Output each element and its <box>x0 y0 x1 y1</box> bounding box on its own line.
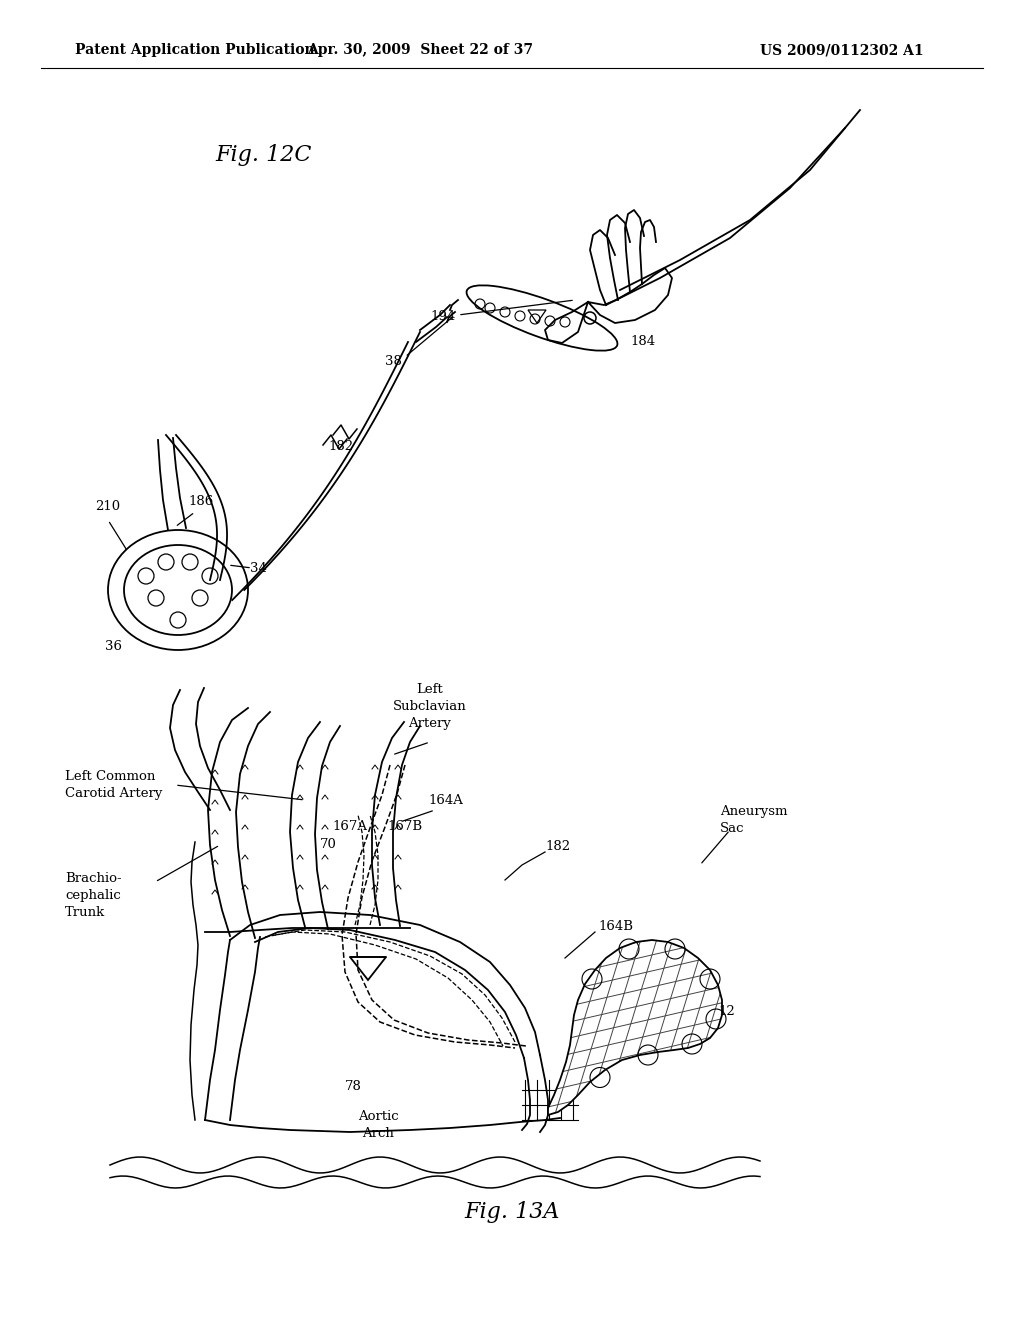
Text: 210: 210 <box>95 500 120 513</box>
Text: 164B: 164B <box>598 920 633 933</box>
Text: 167B: 167B <box>387 820 423 833</box>
Text: Fig. 12C: Fig. 12C <box>215 144 311 166</box>
Text: Left
Subclavian
Artery: Left Subclavian Artery <box>393 682 467 730</box>
Text: Apr. 30, 2009  Sheet 22 of 37: Apr. 30, 2009 Sheet 22 of 37 <box>307 44 534 57</box>
Text: 36: 36 <box>105 640 122 653</box>
Text: Fig. 13A: Fig. 13A <box>464 1201 560 1224</box>
Polygon shape <box>548 940 722 1115</box>
Polygon shape <box>548 940 722 1115</box>
Text: 78: 78 <box>344 1080 361 1093</box>
Text: 70: 70 <box>319 838 337 851</box>
Text: 38: 38 <box>385 355 401 368</box>
Text: Aortic
Arch: Aortic Arch <box>357 1110 398 1140</box>
Text: 184: 184 <box>630 335 655 348</box>
Text: 34: 34 <box>250 562 267 576</box>
Text: 186: 186 <box>188 495 213 508</box>
Text: Patent Application Publication: Patent Application Publication <box>75 44 314 57</box>
Text: 167A: 167A <box>333 820 368 833</box>
Text: 182: 182 <box>545 840 570 853</box>
Text: 12: 12 <box>718 1005 735 1018</box>
Text: 194: 194 <box>430 310 456 323</box>
Text: Brachio-
cephalic
Trunk: Brachio- cephalic Trunk <box>65 871 122 919</box>
Text: 182: 182 <box>328 440 353 453</box>
Text: Left Common
Carotid Artery: Left Common Carotid Artery <box>65 770 163 800</box>
Text: Aneurysm
Sac: Aneurysm Sac <box>720 805 787 836</box>
Text: 164A: 164A <box>428 795 463 807</box>
Text: US 2009/0112302 A1: US 2009/0112302 A1 <box>760 44 924 57</box>
